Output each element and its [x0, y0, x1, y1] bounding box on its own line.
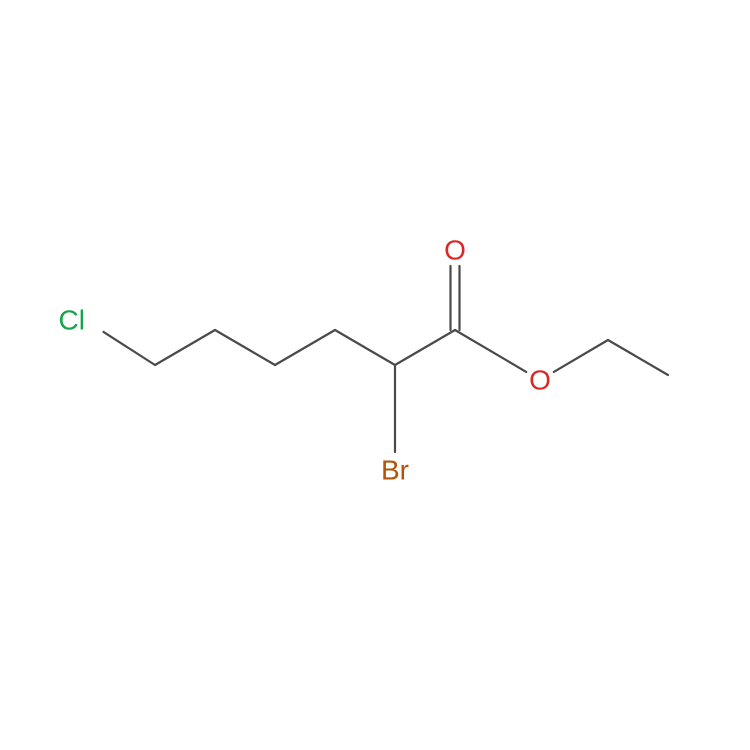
bond-line	[104, 332, 155, 365]
bond-line	[554, 340, 608, 372]
atom-label-os: O	[529, 365, 551, 396]
atom-labels-layer: Cl O O Br	[59, 235, 551, 486]
bond-line	[608, 340, 668, 375]
bond-line	[275, 330, 335, 365]
bond-line	[215, 330, 275, 365]
bond-line	[455, 330, 526, 372]
molecule-canvas: Cl O O Br	[0, 0, 750, 750]
atom-label-od: O	[444, 235, 466, 266]
bond-line	[395, 330, 455, 365]
atom-label-br: Br	[381, 455, 409, 486]
atom-label-cl: Cl	[59, 305, 85, 336]
bonds-layer	[104, 266, 668, 452]
bond-line	[155, 330, 215, 365]
bond-line	[335, 330, 395, 365]
